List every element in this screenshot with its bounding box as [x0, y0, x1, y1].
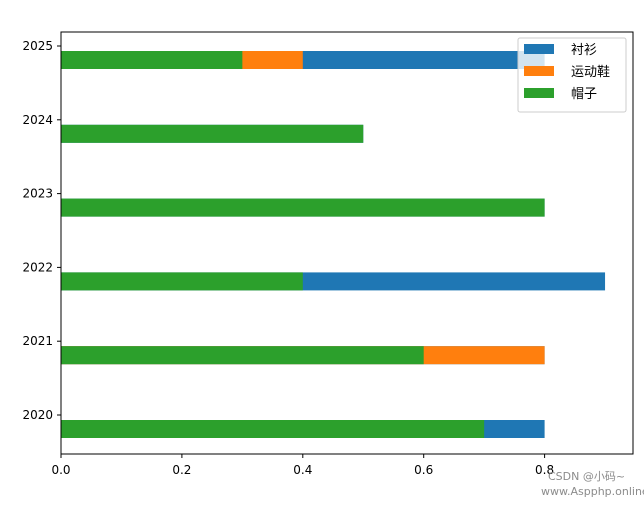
legend-label-帽子: 帽子	[571, 86, 597, 102]
legend-label-衬衫: 衬衫	[571, 43, 597, 58]
y-tick-label-2021: 2021	[22, 334, 53, 348]
y-axis: 2020 2021 2022 2023 2024 2025	[22, 39, 61, 422]
y-tick-label-2022: 2022	[22, 260, 53, 274]
bar-帽子-2022	[61, 272, 303, 291]
legend-swatch-帽子	[524, 88, 554, 98]
y-tick-label-2023: 2023	[22, 187, 53, 201]
bar-帽子-2025	[61, 51, 243, 69]
legend-swatch-衬衫	[524, 44, 554, 54]
legend-label-运动鞋: 运动鞋	[571, 64, 610, 80]
x-tick-label-0.2: 0.2	[172, 463, 191, 477]
y-tick-label-2024: 2024	[22, 113, 53, 127]
bar-帽子-2023	[61, 198, 545, 217]
x-tick-label-0.0: 0.0	[51, 463, 70, 477]
bar-帽子-2020	[61, 420, 485, 438]
x-tick-label-0.8: 0.8	[535, 463, 554, 477]
watermark-line2: www.Aspphp.online	[541, 485, 644, 498]
legend-swatch-运动鞋	[524, 66, 554, 76]
y-tick-label-2025: 2025	[22, 39, 53, 53]
x-axis: 0.0 0.2 0.4 0.6 0.8	[51, 454, 554, 477]
bar-帽子-2024	[61, 124, 364, 143]
bars-layer	[61, 51, 606, 438]
y-tick-label-2020: 2020	[22, 408, 53, 422]
x-tick-label-0.4: 0.4	[293, 463, 312, 477]
watermark-line1: CSDN @小码~	[548, 470, 625, 483]
x-tick-label-0.6: 0.6	[414, 463, 433, 477]
bar-帽子-2021	[61, 346, 424, 365]
axes-frame	[60, 31, 634, 455]
